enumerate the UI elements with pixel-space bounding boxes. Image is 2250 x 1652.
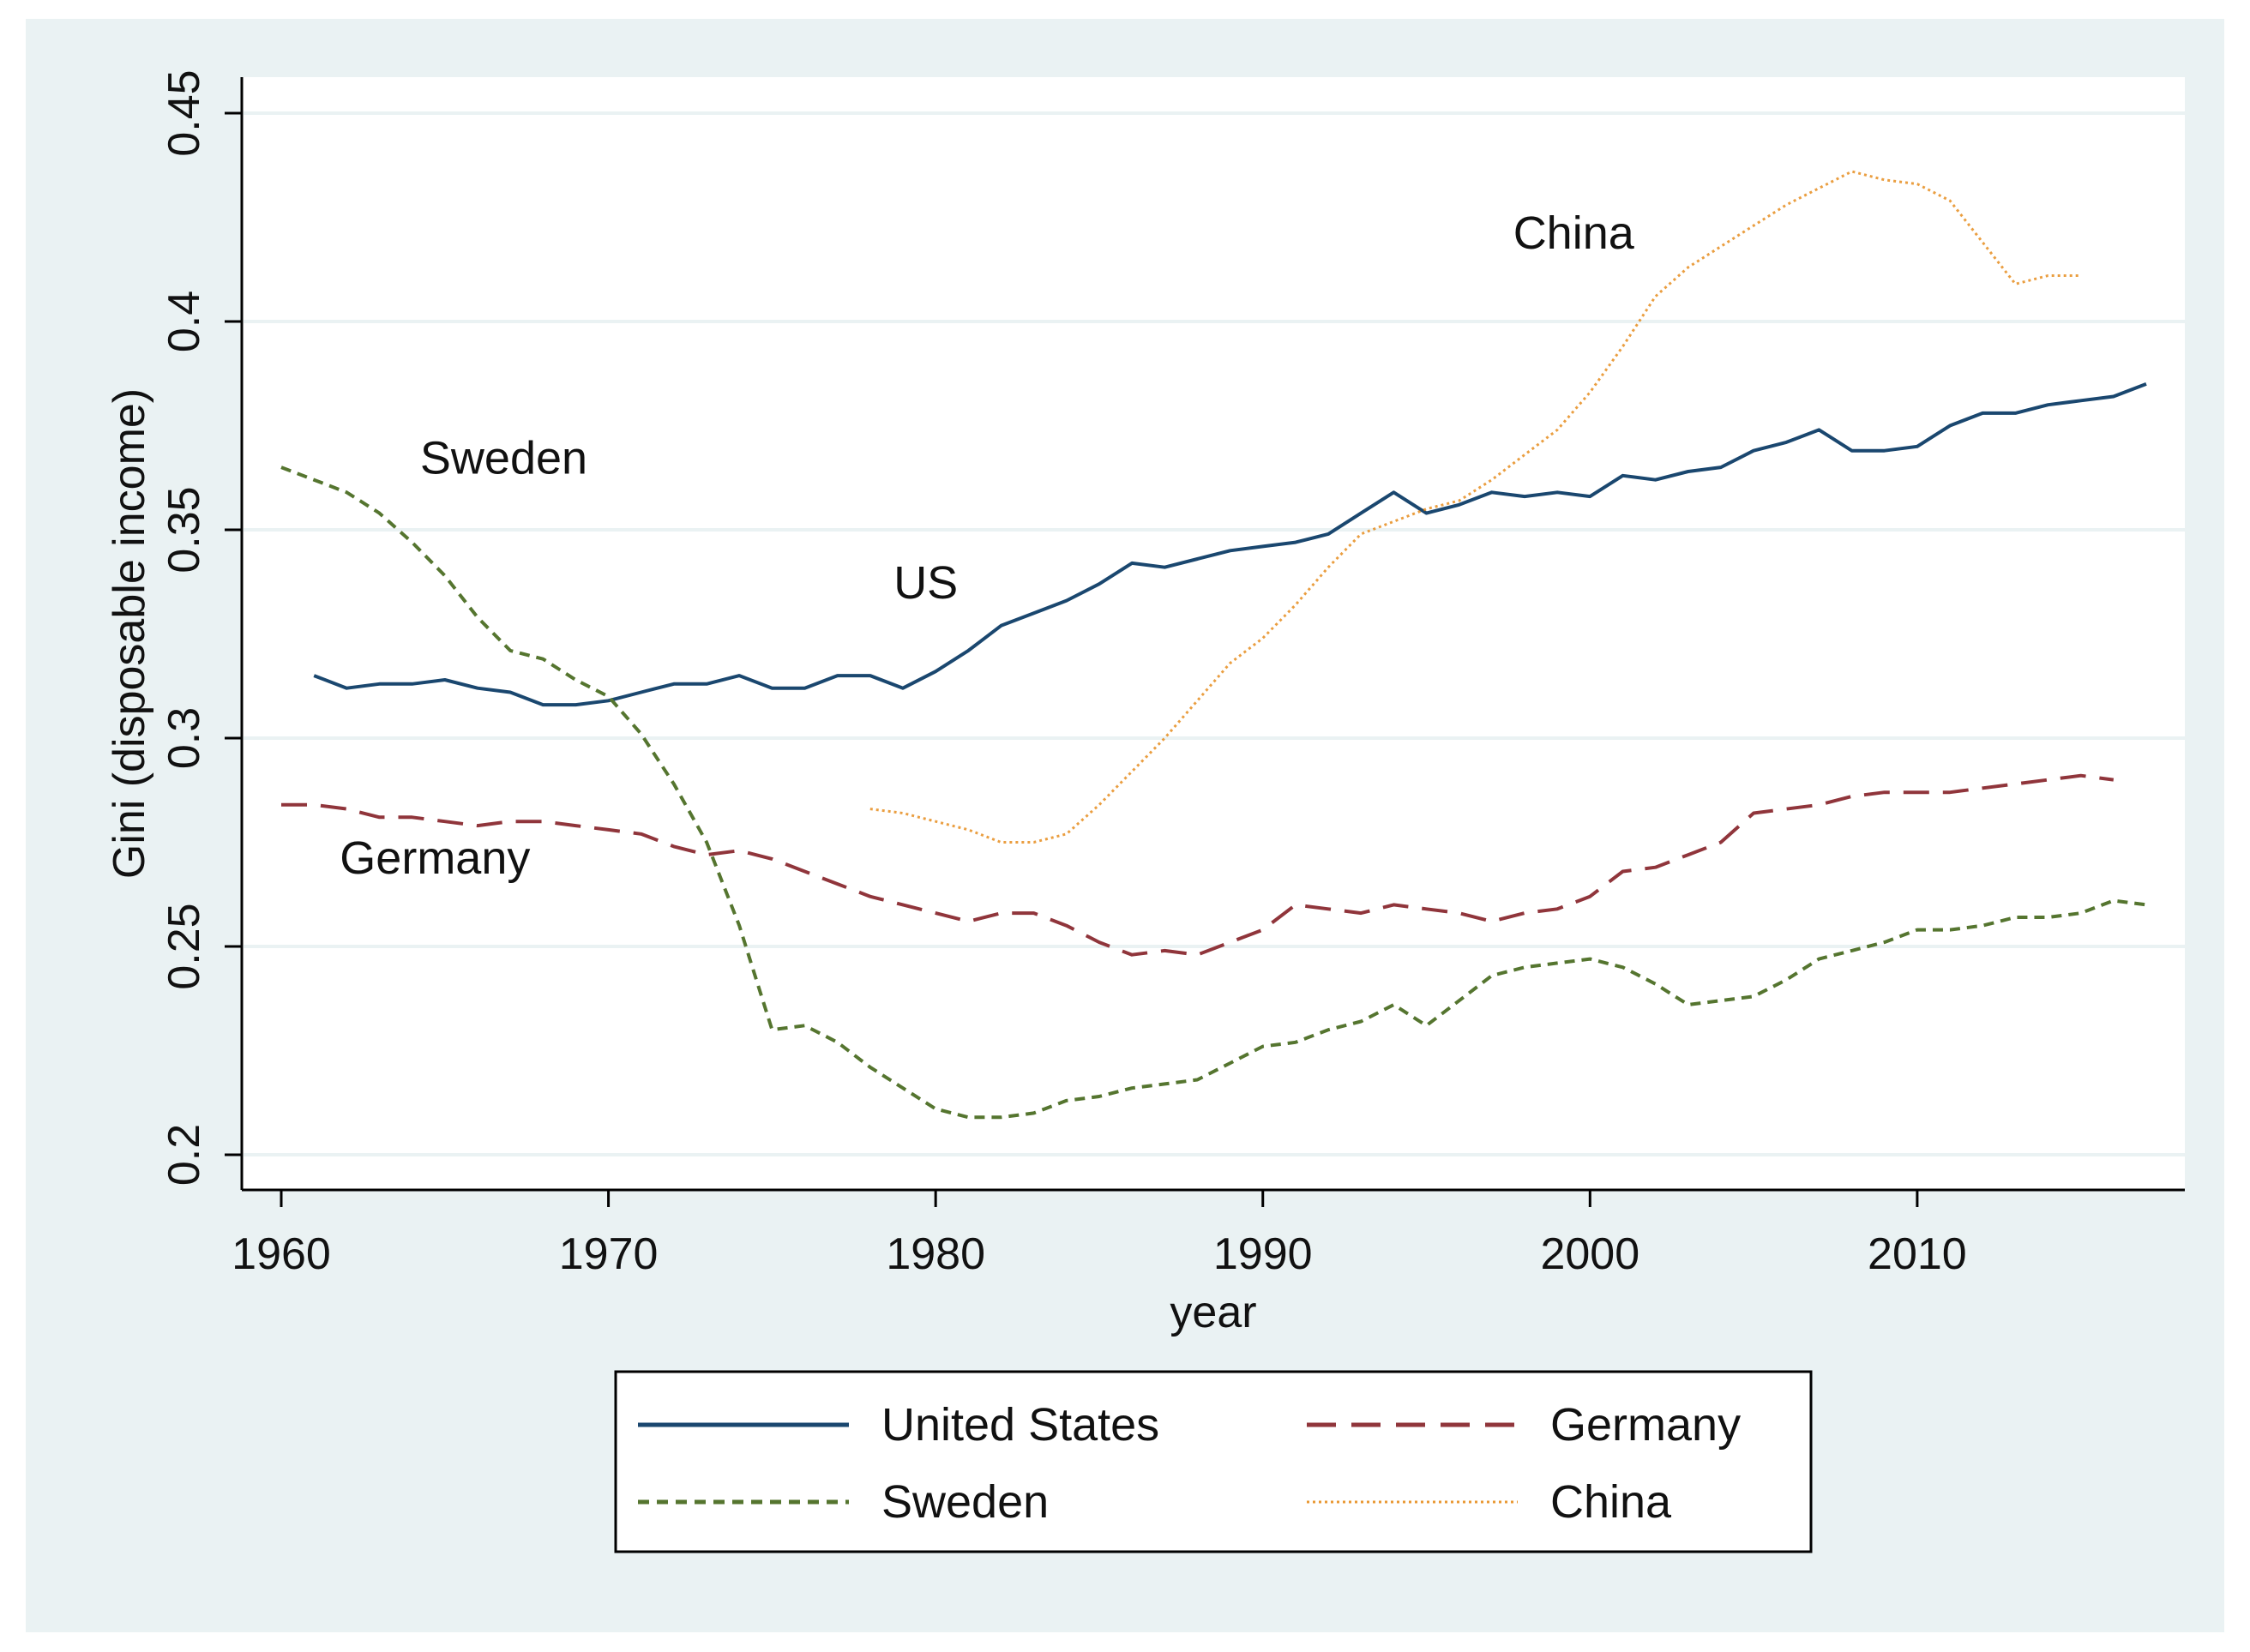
y-tick-label-0-3: 0.3 (159, 707, 209, 769)
legend: United States Germany Sweden China (614, 1370, 1813, 1553)
y-axis-label: Gini (disposable income) (105, 388, 154, 879)
x-tick-label-1970: 1970 (559, 1229, 659, 1279)
x-tick-label-2010: 2010 (1868, 1229, 1967, 1279)
y-tick-label-0-45: 0.45 (159, 69, 209, 156)
x-axis-ticks: 1960 1970 1980 1990 2000 2010 (232, 1190, 1967, 1279)
legend-label-germany: Germany (1550, 1399, 1741, 1451)
y-tick-label-0-25: 0.25 (159, 903, 209, 989)
legend-label-sweden: Sweden (881, 1476, 1049, 1528)
y-tick-label-0-4: 0.4 (159, 291, 209, 352)
legend-label-united-states: United States (881, 1399, 1159, 1451)
annotation-china: China (1513, 207, 1635, 259)
gridlines (244, 111, 2185, 1156)
data-lines (280, 170, 2147, 1120)
series-line-china (869, 170, 2081, 844)
annotation-sweden: Sweden (420, 432, 587, 484)
x-tick-label-1990: 1990 (1213, 1229, 1313, 1279)
annotation-germany: Germany (340, 832, 530, 884)
annotation-us: US (893, 557, 958, 609)
legend-box (614, 1370, 1813, 1553)
y-tick-label-0-35: 0.35 (159, 486, 209, 573)
series-line-sweden (280, 466, 2147, 1120)
x-tick-label-1960: 1960 (232, 1229, 331, 1279)
series-line-united-states (313, 382, 2147, 707)
x-tick-label-1980: 1980 (886, 1229, 985, 1279)
x-axis-label: year (1170, 1288, 1256, 1337)
x-tick-label-2000: 2000 (1540, 1229, 1639, 1279)
y-tick-label-0-2: 0.2 (159, 1124, 209, 1186)
y-axis-ticks: 0.2 0.25 0.3 0.35 0.4 0.45 (159, 69, 242, 1186)
series-annotations: China Sweden US Germany (340, 207, 1634, 884)
series-line-germany (281, 773, 2115, 957)
legend-label-china: China (1550, 1476, 1672, 1528)
plot-area (242, 77, 2185, 1190)
